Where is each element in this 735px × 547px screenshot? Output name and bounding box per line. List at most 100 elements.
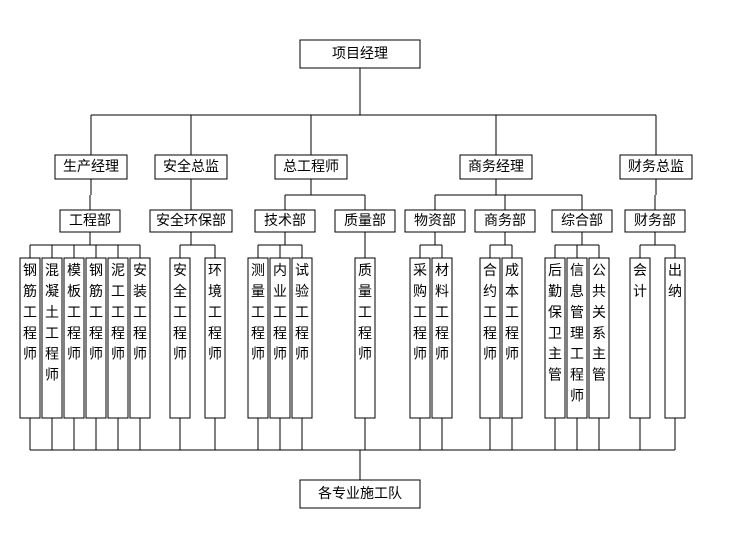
leaf-char: 程 — [45, 347, 59, 363]
leaf-char: 师 — [208, 347, 222, 363]
leaf-char: 工 — [45, 327, 59, 342]
manager-box-label: 财务总监 — [628, 159, 684, 175]
leaf-char: 信 — [570, 263, 584, 279]
leaf-char: 程 — [89, 326, 103, 342]
leaf-char: 工 — [111, 285, 125, 300]
leaf-char: 工 — [208, 306, 222, 321]
leaf-char: 理 — [570, 327, 584, 342]
manager-box-label: 生产经理 — [63, 159, 119, 175]
leaf-char: 凝 — [45, 284, 59, 300]
leaf-char: 合 — [483, 263, 497, 279]
leaf-char: 全 — [173, 283, 187, 300]
leaf-char: 工 — [570, 348, 584, 363]
leaf-char: 管 — [548, 368, 562, 384]
leaf-char: 师 — [413, 347, 427, 363]
leaf-char: 料 — [435, 284, 449, 300]
leaf-char: 材 — [435, 263, 449, 279]
leaf-char: 程 — [23, 326, 37, 342]
leaf-char: 工 — [173, 306, 187, 321]
leaf-char: 工 — [273, 306, 287, 321]
leaf-char: 程 — [273, 326, 287, 342]
leaf-char: 装 — [133, 284, 147, 300]
leaf-char: 钢 — [89, 263, 103, 279]
leaf-char: 程 — [133, 326, 147, 342]
leaf-char: 工 — [295, 306, 309, 321]
leaf-char: 本 — [505, 284, 519, 300]
dept-box-label: 财务部 — [634, 213, 676, 229]
leaf-char: 师 — [111, 347, 125, 363]
leaf-char: 业 — [273, 284, 287, 300]
leaf-char: 纳 — [668, 284, 682, 300]
leaf-char: 计 — [633, 284, 647, 300]
leaf-char: 工 — [483, 306, 497, 321]
dept-box-label: 质量部 — [344, 213, 386, 229]
leaf-char: 模 — [67, 263, 81, 279]
leaf-char: 量 — [251, 284, 265, 300]
manager-box-label: 总工程师 — [283, 159, 339, 175]
leaf-char: 境 — [208, 284, 222, 300]
leaf-char: 师 — [45, 368, 59, 384]
leaf-char: 验 — [295, 284, 309, 300]
leaf-char: 采 — [413, 263, 427, 279]
leaf-char: 板 — [67, 284, 81, 300]
leaf-char: 师 — [67, 347, 81, 363]
leaf-char: 质 — [358, 263, 372, 279]
dept-box-label: 商务部 — [484, 213, 526, 229]
leaf-char: 程 — [295, 326, 309, 342]
leaf-char: 后 — [548, 263, 562, 279]
leaf-char: 卫 — [548, 327, 562, 342]
leaf-char: 筋 — [23, 283, 37, 300]
leaf-char: 程 — [67, 326, 81, 342]
leaf-char: 试 — [295, 263, 309, 279]
leaf-char: 购 — [413, 284, 427, 300]
leaf-char: 程 — [483, 326, 497, 342]
leaf-char: 安 — [133, 263, 147, 279]
leaf-char: 工 — [67, 306, 81, 321]
dept-box-label: 工程部 — [69, 213, 111, 229]
leaf-box — [665, 258, 685, 418]
leaf-char: 量 — [358, 284, 372, 300]
leaf-char: 师 — [273, 347, 287, 363]
leaf-char: 土 — [45, 305, 59, 321]
dept-box-label: 技术部 — [264, 213, 306, 229]
leaf-char: 程 — [208, 326, 222, 342]
leaf-char: 程 — [358, 326, 372, 342]
leaf-char: 程 — [570, 368, 584, 384]
leaf-char: 勤 — [548, 284, 562, 300]
leaf-char: 测 — [251, 263, 265, 279]
leaf-char: 筋 — [89, 283, 103, 300]
leaf-char: 程 — [173, 326, 187, 342]
leaf-char: 环 — [208, 264, 222, 279]
leaf-char: 主 — [548, 347, 562, 363]
leaf-char: 工 — [413, 306, 427, 321]
leaf-char: 工 — [111, 306, 125, 321]
leaf-char: 师 — [435, 347, 449, 363]
leaf-char: 管 — [570, 305, 584, 321]
leaf-char: 约 — [483, 284, 497, 300]
leaf-char: 共 — [592, 284, 606, 300]
leaf-char: 钢 — [23, 263, 37, 279]
leaf-char: 会 — [633, 263, 647, 279]
manager-box-label: 安全总监 — [163, 158, 219, 175]
leaf-char: 成 — [505, 263, 519, 279]
leaf-char: 管 — [592, 368, 606, 384]
leaf-char: 师 — [505, 347, 519, 363]
leaf-char: 安 — [173, 263, 187, 279]
leaf-char: 工 — [505, 306, 519, 321]
leaf-char: 程 — [435, 326, 449, 342]
leaf-char: 师 — [89, 347, 103, 363]
leaf-char: 程 — [413, 326, 427, 342]
leaf-char: 主 — [592, 347, 606, 363]
leaf-char: 工 — [133, 306, 147, 321]
leaf-char: 工 — [89, 306, 103, 321]
leaf-char: 公 — [592, 264, 606, 279]
leaf-char: 师 — [251, 347, 265, 363]
leaf-char: 程 — [505, 326, 519, 342]
leaf-box — [630, 258, 650, 418]
leaf-char: 工 — [23, 306, 37, 321]
leaf-char: 师 — [133, 347, 147, 363]
leaf-char: 保 — [548, 305, 562, 321]
leaf-char: 程 — [111, 326, 125, 342]
leaf-char: 师 — [295, 347, 309, 363]
org-chart: 项目经理生产经理安全总监总工程师商务经理财务总监工程部安全环保部技术部质量部物资… — [0, 0, 735, 547]
